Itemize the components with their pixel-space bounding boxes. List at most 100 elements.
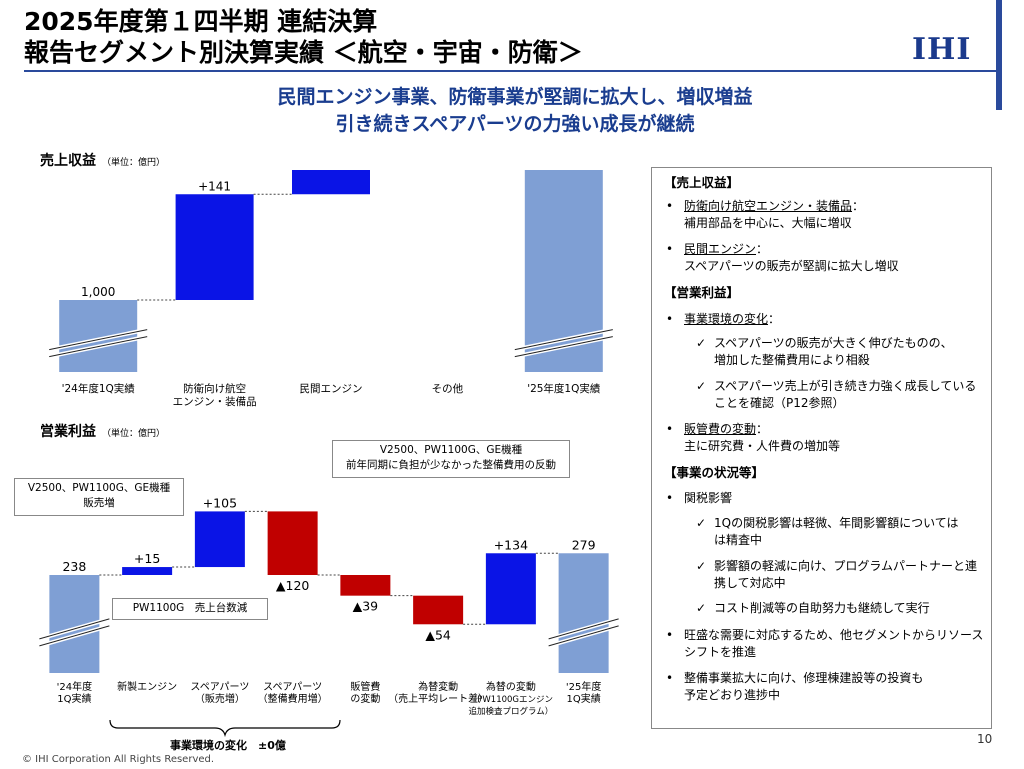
bullet-icon: • [666, 242, 674, 256]
bar-1 [175, 194, 254, 300]
profit-section-title: 営業利益 （単位：億円） [40, 421, 165, 441]
profit-unit: （単位：億円） [102, 429, 166, 439]
headline-2: 引き続きスペアパーツの力強い成長が継続 [335, 113, 695, 135]
category-label-4: '25年度1Q実績 [527, 382, 601, 395]
axis-break-mark [39, 618, 110, 640]
panel-status-heading: 【事業の状況等】 [664, 465, 765, 480]
sales-b2-colon: ： [756, 242, 769, 256]
profit-b1-term: 事業環境の変化 [684, 312, 769, 326]
axis-break-mark [548, 618, 619, 640]
category-label-0: '24年度 [57, 680, 92, 693]
value-label-1: +15 [134, 551, 160, 566]
page-title: 2025年度第１四半期 連結決算 [24, 7, 378, 36]
sales-b1-line2: 補用部品を中心に、大幅に増収 [684, 216, 852, 230]
bar-5 [413, 595, 464, 625]
category-label-3: （整備費用増） [258, 692, 328, 705]
category-label-1: 防衛向け航空 [183, 382, 246, 395]
bar-7 [558, 553, 609, 673]
category-label-1: 新製エンジン [117, 680, 177, 693]
category-label-2: 民間エンジン [300, 383, 363, 395]
callout-pw1100g: PW1100G 売上台数減 [112, 598, 268, 620]
bullet-icon: • [666, 491, 674, 505]
status-c2-line2: 携して対応中 [714, 576, 786, 590]
callout-top-line1: V2500、PW1100G、GE機種 [379, 444, 523, 456]
axis-break-mark [514, 336, 613, 358]
status-c1-line2: は精査中 [714, 533, 763, 547]
category-label-6: 追加検査プログラム） [469, 706, 554, 717]
axis-break-mark [49, 336, 148, 358]
headline-1: 民間エンジン事業、防衛事業が堅調に拡大し、増収増益 [277, 86, 753, 108]
brace-label: 事業環境の変化 ±0億 [170, 739, 286, 752]
accent-bar [996, 0, 1002, 110]
callout-top-line2: 前年同期に負担が少なかった整備費用の反動 [346, 459, 556, 471]
profit-title: 営業利益 [40, 424, 96, 440]
bar-3 [267, 511, 318, 575]
value-label-1: +141 [198, 179, 231, 193]
status-b3-line2: 予定どおり進捗中 [684, 688, 781, 702]
profit-b2-line2: 主に研究費・人件費の増加等 [684, 439, 841, 453]
status-c2-line1: 影響額の軽減に向け、プログラムパートナーと連 [714, 559, 978, 573]
callout-left-line2: 販売増 [83, 497, 115, 509]
value-label-5: ▲54 [425, 627, 451, 642]
axis-break-mark [514, 329, 613, 351]
value-label-2: +105 [203, 495, 237, 510]
check-icon: ✓ [696, 336, 707, 350]
sales-b1-colon: ： [852, 199, 865, 213]
value-label-0: 1,000 [81, 285, 115, 299]
callout-left: V2500、PW1100G、GE機種 販売増 [14, 478, 184, 516]
axis-break-mark [548, 625, 619, 647]
callout-pw1100g-text: PW1100G 売上台数減 [132, 602, 248, 614]
category-label-2: スペアパーツ [190, 681, 249, 693]
profit-b1-colon: ： [768, 312, 781, 326]
category-label-4: 販管費 [350, 680, 380, 693]
bar-1 [122, 567, 173, 575]
axis-break-mark [49, 329, 148, 351]
axis-break-mark [39, 625, 110, 647]
revenue-title: 売上収益 [40, 153, 96, 169]
category-label-3: その他 [432, 382, 464, 395]
category-label-5: （売上平均レート差） [388, 692, 488, 705]
callout-top: V2500、PW1100G、GE機種 前年同期に負担が少なかった整備費用の反動 [332, 440, 570, 478]
value-label-6: +134 [494, 537, 528, 552]
value-label-4: ▲39 [353, 599, 379, 614]
title-divider [24, 70, 996, 72]
bar-2 [292, 170, 370, 195]
bullet-icon: • [666, 422, 674, 436]
bullet-icon: • [666, 628, 674, 642]
sales-b1-term: 防衛向け航空エンジン・装備品 [684, 199, 853, 213]
revenue-section-title: 売上収益 （単位：億円） [40, 150, 165, 170]
revenue-unit: （単位：億円） [102, 158, 166, 168]
profit-c1-line2: 増加した整備費用により相殺 [714, 353, 870, 367]
bar-4 [340, 575, 391, 596]
bar-2 [194, 511, 245, 568]
profit-waterfall-chart: 238'24年度1Q実績+15新製エンジン+105スペアパーツ（販売増）▲120… [38, 495, 620, 717]
profit-c2-line2: ことを確認（P12参照） [714, 396, 845, 410]
category-label-7: '25年度 [566, 680, 601, 693]
sales-b2-line2: スペアパーツの販売が堅調に拡大し増収 [684, 259, 899, 273]
status-b2-line1: 旺盛な需要に対応するため、他セグメントからリソース [684, 628, 984, 642]
category-label-5: 為替変動 [418, 680, 458, 693]
check-icon: ✓ [696, 601, 707, 615]
status-c3-line1: コスト削減等の自助努力も継続して実行 [714, 601, 930, 615]
page-number: 10 [977, 732, 993, 746]
value-label-7: 279 [572, 537, 596, 552]
value-label-3: ▲120 [276, 578, 310, 593]
check-icon: ✓ [696, 516, 707, 530]
brace [109, 719, 341, 738]
sales-b2-term: 民間エンジン [684, 242, 757, 256]
status-b1-text: 関税影響 [684, 491, 733, 505]
panel-sales-heading: 【売上収益】 [664, 175, 740, 190]
category-label-2: （販売増） [195, 692, 245, 705]
category-label-3: スペアパーツ [263, 681, 322, 693]
category-label-7: 1Q実績 [567, 692, 601, 705]
category-label-6: （PW1100Gエンジン [469, 694, 553, 705]
category-label-0: '24年度1Q実績 [62, 382, 136, 395]
profit-c1-line1: スペアパーツの販売が大きく伸びたものの、 [714, 336, 953, 350]
category-label-4: の変動 [350, 692, 380, 705]
profit-c2-line1: スペアパーツ売上が引き続き力強く成長している [714, 379, 977, 393]
page-subtitle: 報告セグメント別決算実績 ＜航空・宇宙・防衛＞ [24, 38, 583, 67]
bullet-icon: • [666, 199, 674, 213]
bar-6 [485, 553, 536, 625]
bullet-icon: • [666, 312, 674, 326]
commentary-panel: 【売上収益】 • 防衛向け航空エンジン・装備品： 補用部品を中心に、大幅に増収 … [651, 167, 992, 729]
